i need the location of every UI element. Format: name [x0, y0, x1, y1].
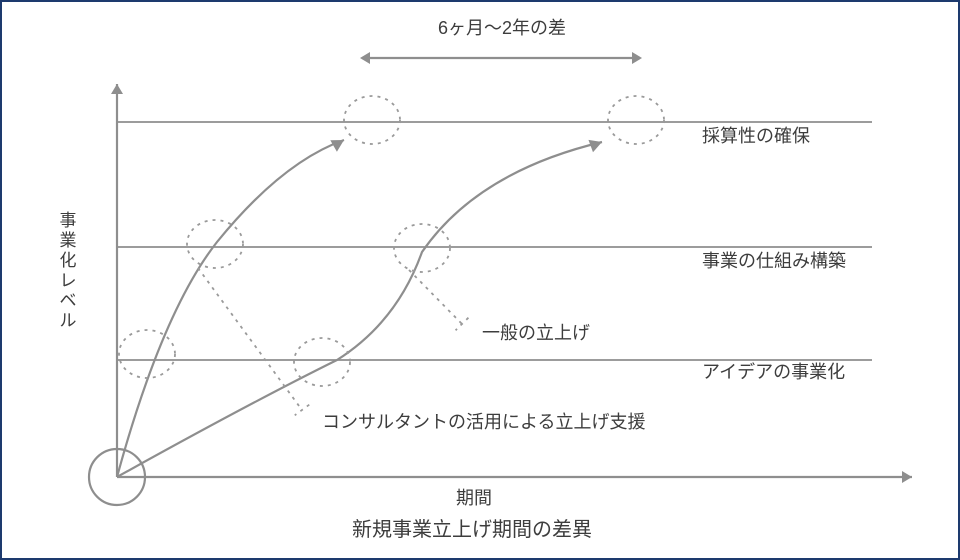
time-gap-arrow [360, 52, 642, 64]
svg-text:事: 事 [60, 211, 77, 230]
level-3-label: 採算性の確保 [702, 126, 810, 146]
level-1-label: アイデアの事業化 [702, 362, 845, 382]
milestone-marker [119, 330, 175, 378]
level-2-label: 事業の仕組み構築 [702, 251, 846, 271]
curve-fast-label: コンサルタントの活用による立上げ支援 [322, 412, 645, 432]
svg-text:ベ: ベ [60, 291, 77, 310]
curve-fast [117, 140, 344, 477]
svg-text:レ: レ [60, 271, 77, 290]
x-axis [117, 471, 912, 483]
svg-text:業: 業 [60, 231, 77, 250]
svg-text:化: 化 [60, 251, 77, 270]
y-axis-label: 事業化レベル [60, 211, 77, 330]
leader-line-fast [198, 268, 309, 415]
diagram-svg: 6ヶ月〜2年の差 採算性の確保 事業の仕組み構築 アイデアの事業化 一般の立上げ… [2, 2, 958, 558]
chart-title: 新規事業立上げ期間の差異 [352, 518, 592, 541]
milestone-marker [608, 96, 664, 144]
milestone-marker [294, 338, 350, 386]
milestone-marker [394, 224, 450, 272]
x-axis-label: 期間 [456, 488, 492, 508]
time-gap-label: 6ヶ月〜2年の差 [438, 18, 566, 38]
milestone-marker [344, 96, 400, 144]
curve-slow-label: 一般の立上げ [482, 323, 590, 343]
diagram-frame: 6ヶ月〜2年の差 採算性の確保 事業の仕組み構築 アイデアの事業化 一般の立上げ… [0, 0, 960, 560]
svg-text:ル: ル [60, 311, 77, 330]
y-axis [111, 84, 123, 477]
leader-line-slow [409, 270, 468, 330]
